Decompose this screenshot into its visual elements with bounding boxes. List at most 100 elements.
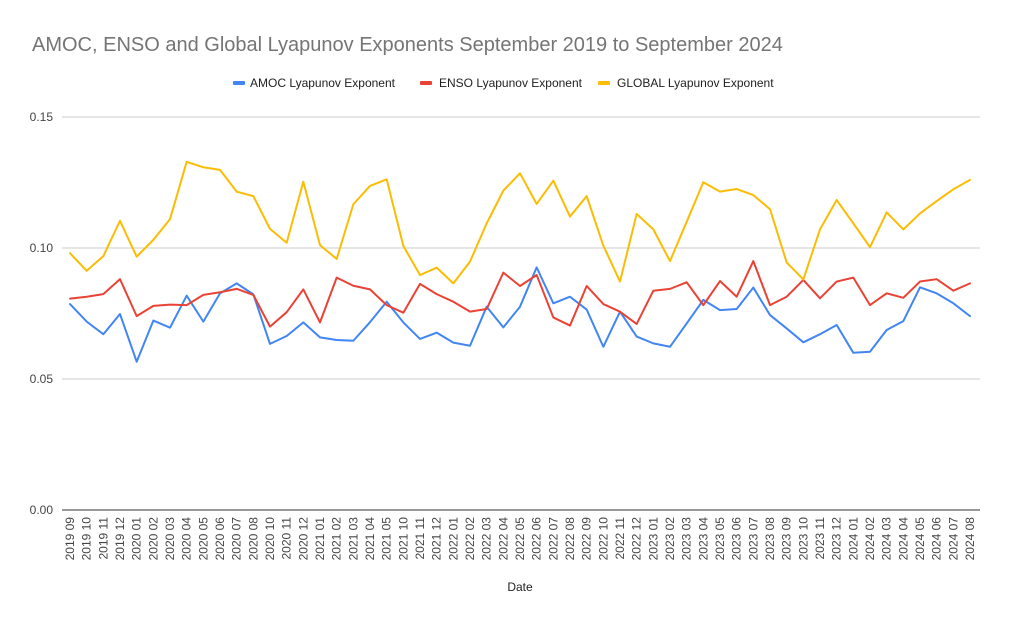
data-point-global[interactable] [617, 279, 623, 285]
data-point-amoc[interactable] [200, 319, 206, 325]
data-point-enso[interactable] [684, 279, 690, 285]
data-point-global[interactable] [734, 186, 740, 192]
data-point-enso[interactable] [917, 279, 923, 285]
data-point-enso[interactable] [834, 279, 840, 285]
data-point-global[interactable] [834, 197, 840, 203]
data-point-global[interactable] [417, 272, 423, 278]
data-point-amoc[interactable] [534, 264, 540, 270]
data-point-enso[interactable] [134, 313, 140, 319]
data-point-global[interactable] [300, 179, 306, 185]
data-point-global[interactable] [967, 177, 973, 183]
data-point-enso[interactable] [650, 288, 656, 294]
data-point-amoc[interactable] [634, 334, 640, 340]
data-point-amoc[interactable] [267, 341, 273, 347]
legend-item-amoc[interactable]: AMOC Lyapunov Exponent [233, 76, 396, 90]
data-point-global[interactable] [684, 219, 690, 225]
series-line-global[interactable] [69, 160, 971, 285]
data-point-amoc[interactable] [400, 319, 406, 325]
data-point-amoc[interactable] [750, 285, 756, 291]
data-point-enso[interactable] [767, 302, 773, 308]
data-point-global[interactable] [234, 189, 240, 195]
data-point-global[interactable] [817, 226, 823, 232]
data-point-global[interactable] [500, 188, 506, 194]
data-point-amoc[interactable] [500, 324, 506, 330]
data-point-global[interactable] [884, 209, 890, 215]
data-point-global[interactable] [567, 214, 573, 220]
data-point-amoc[interactable] [967, 313, 973, 319]
data-point-amoc[interactable] [584, 307, 590, 313]
data-point-amoc[interactable] [67, 301, 73, 307]
data-point-amoc[interactable] [450, 340, 456, 346]
data-point-global[interactable] [467, 259, 473, 265]
series-line-enso[interactable] [69, 260, 971, 328]
data-point-enso[interactable] [867, 302, 873, 308]
data-point-amoc[interactable] [667, 344, 673, 350]
data-point-global[interactable] [217, 167, 223, 173]
data-point-global[interactable] [400, 243, 406, 249]
data-point-global[interactable] [517, 170, 523, 176]
data-point-amoc[interactable] [767, 312, 773, 318]
data-point-enso[interactable] [900, 295, 906, 301]
data-point-global[interactable] [317, 242, 323, 248]
legend-item-global[interactable]: GLOBAL Lyapunov Exponent [598, 76, 774, 90]
data-point-amoc[interactable] [184, 293, 190, 299]
data-point-enso[interactable] [317, 319, 323, 325]
data-point-global[interactable] [534, 201, 540, 207]
data-point-enso[interactable] [434, 291, 440, 297]
data-point-global[interactable] [667, 258, 673, 264]
data-point-amoc[interactable] [284, 333, 290, 339]
data-point-global[interactable] [367, 183, 373, 189]
data-point-amoc[interactable] [784, 325, 790, 331]
data-point-global[interactable] [917, 210, 923, 216]
data-point-enso[interactable] [234, 286, 240, 292]
data-point-amoc[interactable] [850, 350, 856, 356]
data-point-amoc[interactable] [900, 318, 906, 324]
data-point-enso[interactable] [200, 292, 206, 298]
data-point-global[interactable] [450, 280, 456, 286]
data-point-amoc[interactable] [650, 340, 656, 346]
data-point-global[interactable] [100, 253, 106, 259]
data-point-global[interactable] [867, 244, 873, 250]
data-point-global[interactable] [334, 256, 340, 262]
data-point-enso[interactable] [484, 306, 490, 312]
data-point-enso[interactable] [267, 324, 273, 330]
data-point-enso[interactable] [467, 309, 473, 315]
data-point-amoc[interactable] [317, 334, 323, 340]
data-point-enso[interactable] [667, 286, 673, 292]
data-point-enso[interactable] [934, 276, 940, 282]
data-point-global[interactable] [134, 254, 140, 260]
data-point-enso[interactable] [417, 281, 423, 287]
data-point-enso[interactable] [184, 302, 190, 308]
data-point-global[interactable] [350, 201, 356, 207]
data-point-amoc[interactable] [834, 322, 840, 328]
data-point-global[interactable] [900, 226, 906, 232]
data-point-global[interactable] [84, 268, 90, 274]
data-point-enso[interactable] [967, 280, 973, 286]
data-point-amoc[interactable] [117, 311, 123, 317]
data-point-enso[interactable] [850, 275, 856, 281]
data-point-enso[interactable] [634, 321, 640, 327]
data-point-global[interactable] [384, 176, 390, 182]
data-point-amoc[interactable] [884, 327, 890, 333]
data-point-enso[interactable] [334, 275, 340, 281]
data-point-enso[interactable] [67, 296, 73, 302]
data-point-amoc[interactable] [367, 319, 373, 325]
data-point-amoc[interactable] [867, 349, 873, 355]
data-point-global[interactable] [184, 159, 190, 165]
data-point-enso[interactable] [517, 283, 523, 289]
data-point-enso[interactable] [717, 278, 723, 284]
data-point-global[interactable] [650, 226, 656, 232]
data-point-global[interactable] [117, 218, 123, 224]
data-point-enso[interactable] [734, 294, 740, 300]
data-point-enso[interactable] [167, 302, 173, 308]
data-point-global[interactable] [950, 186, 956, 192]
data-point-amoc[interactable] [550, 300, 556, 306]
data-point-amoc[interactable] [334, 337, 340, 343]
data-point-global[interactable] [767, 206, 773, 212]
data-point-enso[interactable] [84, 294, 90, 300]
data-point-amoc[interactable] [350, 338, 356, 344]
data-point-enso[interactable] [950, 288, 956, 294]
data-point-amoc[interactable] [734, 306, 740, 312]
data-point-amoc[interactable] [467, 343, 473, 349]
data-point-global[interactable] [784, 259, 790, 265]
